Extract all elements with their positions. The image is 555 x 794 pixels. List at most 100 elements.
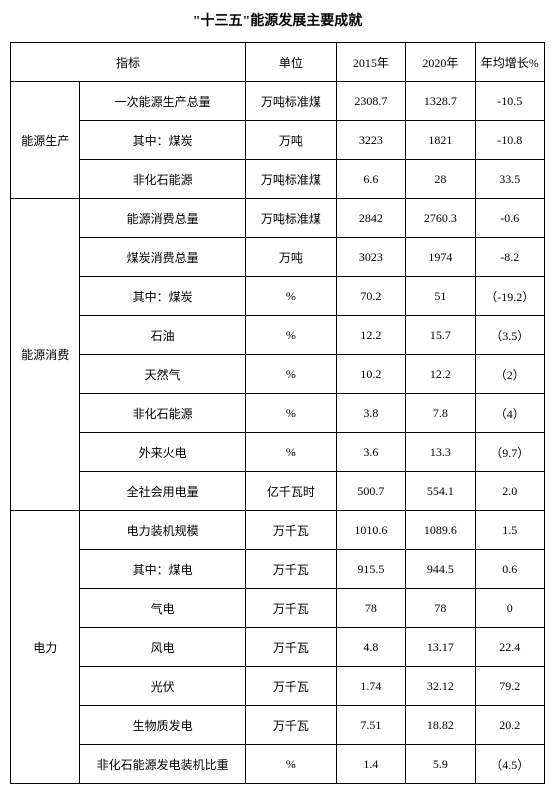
value-2015-cell: 10.2 [336, 355, 405, 394]
growth-cell: -0.6 [475, 199, 544, 238]
unit-cell: 万千瓦 [245, 628, 336, 667]
value-2015-cell: 3.6 [336, 433, 405, 472]
value-2015-cell: 1.4 [336, 745, 405, 784]
unit-cell: % [245, 433, 336, 472]
growth-cell: 79.2 [475, 667, 544, 706]
growth-cell: -8.2 [475, 238, 544, 277]
unit-cell: 万吨标准煤 [245, 82, 336, 121]
value-2015-cell: 915.5 [336, 550, 405, 589]
growth-cell: （-19.2） [475, 277, 544, 316]
value-2020-cell: 5.9 [406, 745, 475, 784]
growth-cell: （3.5） [475, 316, 544, 355]
unit-cell: % [245, 355, 336, 394]
indicator-cell: 一次能源生产总量 [80, 82, 246, 121]
indicator-cell: 气电 [80, 589, 246, 628]
value-2015-cell: 1.74 [336, 667, 405, 706]
indicator-cell: 光伏 [80, 667, 246, 706]
table-row: 其中：煤炭万吨32231821-10.8 [11, 121, 545, 160]
value-2015-cell: 3.8 [336, 394, 405, 433]
table-row: 外来火电%3.613.3（9.7） [11, 433, 545, 472]
table-row: 气电万千瓦78780 [11, 589, 545, 628]
value-2020-cell: 1974 [406, 238, 475, 277]
value-2015-cell: 4.8 [336, 628, 405, 667]
unit-cell: % [245, 277, 336, 316]
header-unit: 单位 [245, 43, 336, 82]
indicator-cell: 能源消费总量 [80, 199, 246, 238]
value-2020-cell: 51 [406, 277, 475, 316]
table-row: 石油%12.215.7（3.5） [11, 316, 545, 355]
unit-cell: 亿千瓦时 [245, 472, 336, 511]
value-2015-cell: 6.6 [336, 160, 405, 199]
value-2020-cell: 554.1 [406, 472, 475, 511]
value-2015-cell: 3223 [336, 121, 405, 160]
unit-cell: 万吨标准煤 [245, 160, 336, 199]
value-2015-cell: 2842 [336, 199, 405, 238]
growth-cell: 22.4 [475, 628, 544, 667]
growth-cell: 20.2 [475, 706, 544, 745]
value-2020-cell: 2760.3 [406, 199, 475, 238]
value-2020-cell: 13.17 [406, 628, 475, 667]
unit-cell: 万千瓦 [245, 589, 336, 628]
indicator-cell: 其中：煤炭 [80, 277, 246, 316]
growth-cell: （2） [475, 355, 544, 394]
indicator-cell: 非化石能源 [80, 160, 246, 199]
unit-cell: 万千瓦 [245, 667, 336, 706]
table-row: 非化石能源发电装机比重%1.45.9（4.5） [11, 745, 545, 784]
value-2020-cell: 18.82 [406, 706, 475, 745]
table-row: 能源消费能源消费总量万吨标准煤28422760.3-0.6 [11, 199, 545, 238]
table-row: 天然气%10.212.2（2） [11, 355, 545, 394]
value-2020-cell: 15.7 [406, 316, 475, 355]
indicator-cell: 风电 [80, 628, 246, 667]
indicator-cell: 石油 [80, 316, 246, 355]
growth-cell: 0 [475, 589, 544, 628]
header-2015: 2015年 [336, 43, 405, 82]
header-2020: 2020年 [406, 43, 475, 82]
value-2015-cell: 1010.6 [336, 511, 405, 550]
header-growth: 年均增长% [475, 43, 544, 82]
growth-cell: 2.0 [475, 472, 544, 511]
value-2020-cell: 13.3 [406, 433, 475, 472]
unit-cell: 万吨标准煤 [245, 199, 336, 238]
unit-cell: % [245, 316, 336, 355]
indicator-cell: 其中：煤电 [80, 550, 246, 589]
indicator-cell: 生物质发电 [80, 706, 246, 745]
unit-cell: % [245, 394, 336, 433]
table-row: 非化石能源%3.87.8（4） [11, 394, 545, 433]
growth-cell: -10.5 [475, 82, 544, 121]
growth-cell: -10.8 [475, 121, 544, 160]
value-2015-cell: 500.7 [336, 472, 405, 511]
unit-cell: 万千瓦 [245, 511, 336, 550]
value-2015-cell: 2308.7 [336, 82, 405, 121]
value-2020-cell: 32.12 [406, 667, 475, 706]
indicator-cell: 外来火电 [80, 433, 246, 472]
growth-cell: 33.5 [475, 160, 544, 199]
indicator-cell: 电力装机规模 [80, 511, 246, 550]
value-2015-cell: 70.2 [336, 277, 405, 316]
header-indicator: 指标 [11, 43, 246, 82]
indicator-cell: 非化石能源 [80, 394, 246, 433]
growth-cell: 0.6 [475, 550, 544, 589]
growth-cell: 1.5 [475, 511, 544, 550]
category-cell: 能源生产 [11, 82, 80, 199]
header-row: 指标 单位 2015年 2020年 年均增长% [11, 43, 545, 82]
table-row: 全社会用电量亿千瓦时500.7554.12.0 [11, 472, 545, 511]
value-2020-cell: 944.5 [406, 550, 475, 589]
value-2015-cell: 12.2 [336, 316, 405, 355]
growth-cell: （4.5） [475, 745, 544, 784]
unit-cell: 万吨 [245, 238, 336, 277]
indicator-cell: 其中：煤炭 [80, 121, 246, 160]
table-row: 其中：煤炭%70.251（-19.2） [11, 277, 545, 316]
unit-cell: % [245, 745, 336, 784]
value-2015-cell: 3023 [336, 238, 405, 277]
growth-cell: （4） [475, 394, 544, 433]
value-2020-cell: 7.8 [406, 394, 475, 433]
indicator-cell: 煤炭消费总量 [80, 238, 246, 277]
indicator-cell: 全社会用电量 [80, 472, 246, 511]
unit-cell: 万吨 [245, 121, 336, 160]
value-2015-cell: 7.51 [336, 706, 405, 745]
value-2015-cell: 78 [336, 589, 405, 628]
category-cell: 能源消费 [11, 199, 80, 511]
table-row: 煤炭消费总量万吨30231974-8.2 [11, 238, 545, 277]
indicator-cell: 非化石能源发电装机比重 [80, 745, 246, 784]
achievements-table: 指标 单位 2015年 2020年 年均增长% 能源生产一次能源生产总量万吨标准… [10, 42, 545, 784]
